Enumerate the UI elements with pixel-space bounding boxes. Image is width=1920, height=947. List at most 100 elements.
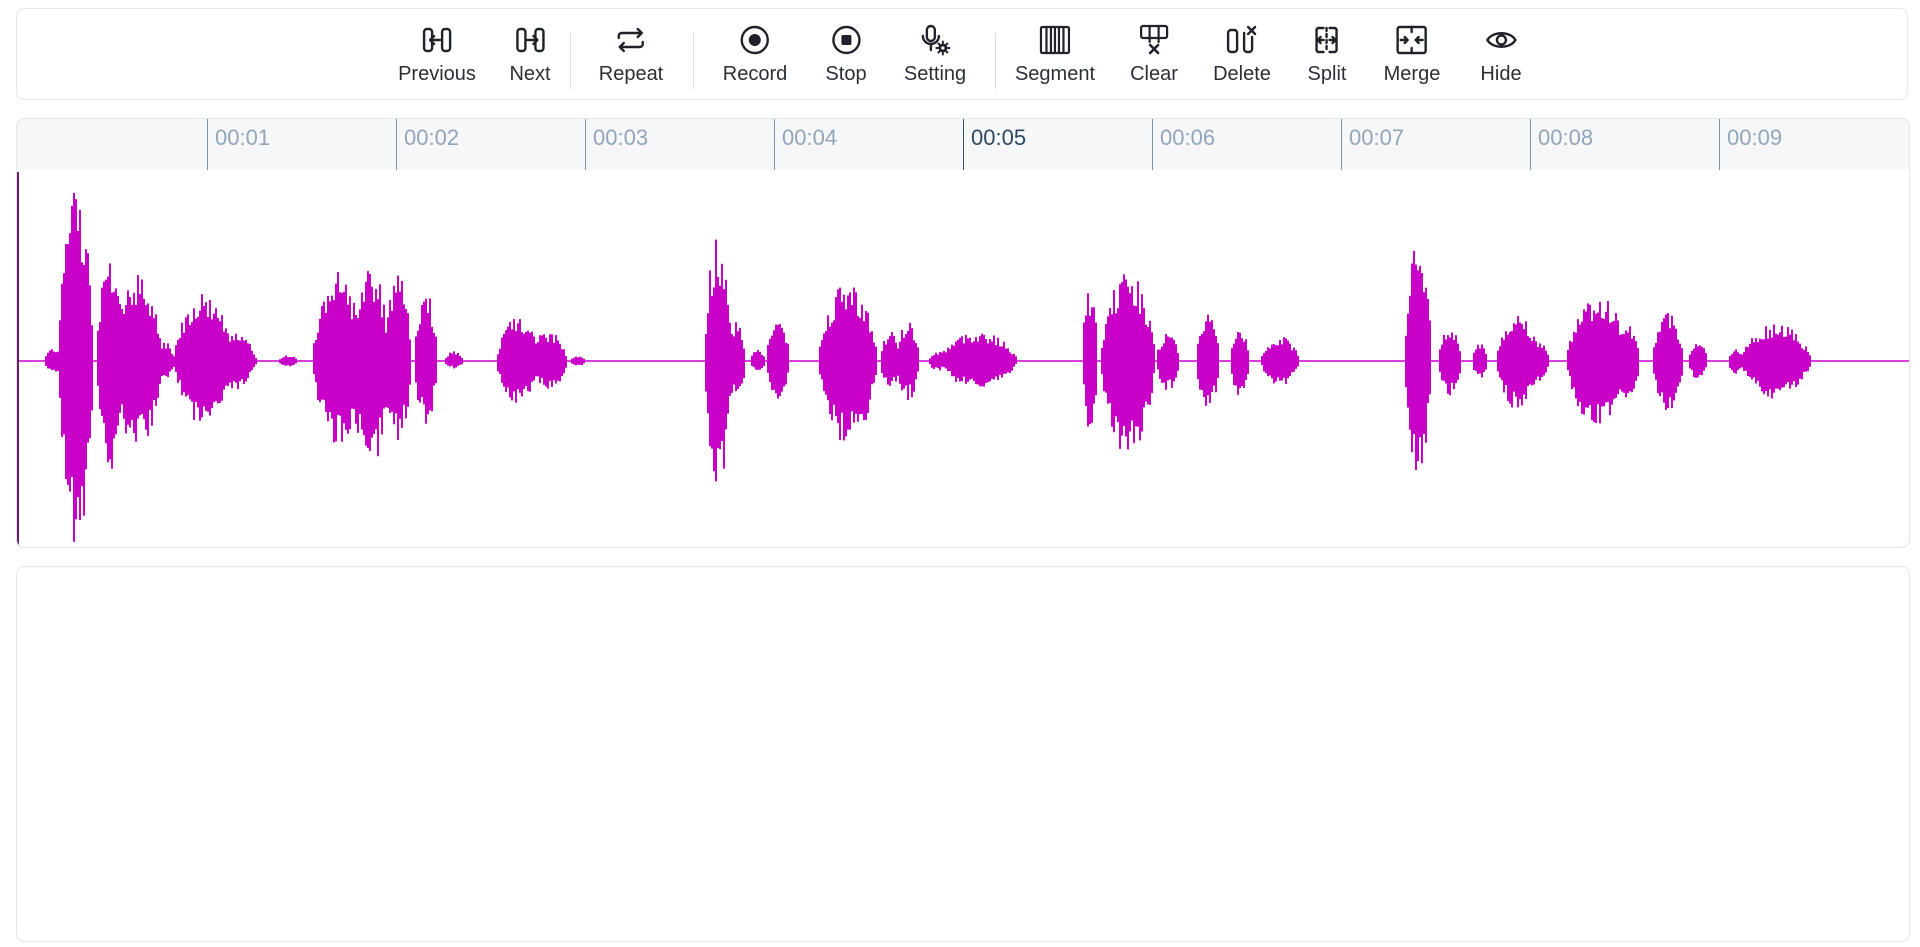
waveform-sample [1153, 344, 1155, 374]
waveform-sample [403, 304, 405, 405]
waveform-sample [1455, 335, 1457, 384]
waveform-sample [435, 336, 437, 384]
waveform-sample [541, 335, 543, 378]
waveform-sample [573, 357, 575, 365]
waveform-sample [893, 336, 895, 377]
waveform-sample [935, 352, 937, 368]
waveform-sample [229, 341, 231, 383]
waveform-sample [1801, 348, 1803, 380]
waveform-sample [367, 271, 369, 448]
waveform-sample [1697, 346, 1699, 378]
waveform-sample [223, 331, 225, 390]
waveform-sample [225, 328, 227, 386]
hide-button[interactable]: Hide [1480, 23, 1522, 91]
waveform-sample [97, 330, 99, 386]
waveform-sample [165, 348, 167, 376]
merge-button[interactable]: Merge [1384, 23, 1440, 91]
segments-panel[interactable] [16, 566, 1910, 942]
next-button[interactable]: Next [509, 23, 551, 91]
waveform-panel[interactable] [16, 170, 1910, 548]
timeline-tick: 00:06 [1152, 119, 1215, 170]
waveform-sample [723, 289, 725, 469]
previous-button[interactable]: Previous [398, 23, 476, 91]
clear-button[interactable]: Clear [1130, 23, 1178, 91]
waveform-sample [1675, 328, 1677, 393]
waveform-sample [1667, 313, 1669, 409]
waveform-sample [1635, 341, 1637, 381]
waveform-sample [913, 340, 915, 392]
waveform-sample [1169, 337, 1171, 380]
waveform-sample [117, 295, 119, 426]
waveform-sample [1617, 320, 1619, 395]
waveform-sample [127, 290, 129, 425]
waveform-sample [539, 335, 541, 384]
delete-button[interactable]: Delete [1213, 23, 1271, 91]
record-label: Record [722, 63, 788, 85]
waveform-sample [393, 285, 395, 425]
waveform-sample [187, 314, 189, 395]
waveform-sample [523, 333, 525, 390]
waveform-sample [1123, 274, 1125, 426]
waveform-sample [773, 330, 775, 390]
waveform-sample [235, 333, 237, 383]
waveform-sample [1703, 348, 1705, 371]
waveform-sample [869, 332, 871, 400]
waveform-sample [81, 262, 83, 487]
waveform-sample [415, 336, 417, 383]
timeline-ruler[interactable]: 00:01 00:02 00:03 00:04 00:05 00:06 00:0… [16, 118, 1910, 170]
waveform-sample [915, 343, 917, 380]
waveform-sample [577, 357, 579, 365]
waveform-sample [1443, 334, 1445, 381]
waveform-sample [407, 313, 409, 407]
waveform-sample [839, 287, 841, 441]
waveform-sample [857, 315, 859, 422]
waveform-sample [1141, 294, 1143, 432]
waveform[interactable] [17, 170, 1910, 548]
clear-segments-icon [1137, 23, 1171, 57]
waveform-sample [1271, 344, 1273, 379]
waveform-sample [1003, 341, 1005, 374]
waveform-sample [729, 322, 731, 396]
record-button[interactable]: Record [723, 23, 787, 91]
waveform-sample [1131, 286, 1133, 421]
waveform-sample [69, 233, 71, 492]
waveform-sample [143, 298, 145, 420]
segment-button[interactable]: Segment [1015, 23, 1095, 91]
waveform-sample [1177, 352, 1179, 371]
waveform-sample [1543, 345, 1545, 376]
repeat-button[interactable]: Repeat [599, 23, 663, 91]
waveform-sample [1419, 265, 1421, 438]
waveform-sample [823, 333, 825, 392]
waveform-sample [563, 349, 565, 374]
waveform-sample [211, 319, 213, 409]
waveform-sample [193, 308, 195, 420]
waveform-sample [1577, 319, 1579, 407]
waveform-sample [347, 304, 349, 434]
waveform-sample [1237, 331, 1239, 395]
waveform-sample [739, 327, 741, 387]
waveform-sample [1171, 337, 1173, 388]
waveform-sample [1233, 343, 1235, 386]
waveform-sample [715, 239, 717, 482]
repeat-icon [614, 23, 648, 57]
waveform-sample [107, 276, 109, 463]
waveform-sample [771, 335, 773, 390]
waveform-sample [549, 334, 551, 381]
stop-button[interactable]: Stop [825, 23, 867, 91]
delete-segment-icon [1225, 23, 1259, 57]
waveform-sample [555, 335, 557, 384]
waveform-sample [455, 354, 457, 368]
waveform-sample [1525, 321, 1527, 399]
setting-button[interactable]: Setting [904, 23, 966, 91]
waveform-sample [395, 292, 397, 414]
waveform-sample [283, 357, 285, 366]
waveform-sample [1121, 282, 1123, 436]
waveform-sample [1599, 301, 1601, 424]
waveform-sample [293, 356, 295, 365]
waveform-sample [151, 306, 153, 426]
split-button[interactable]: Split [1308, 23, 1346, 91]
waveform-sample [821, 340, 823, 380]
waveform-sample [1797, 341, 1799, 385]
waveform-sample [1159, 349, 1161, 380]
waveform-sample [1747, 347, 1749, 377]
